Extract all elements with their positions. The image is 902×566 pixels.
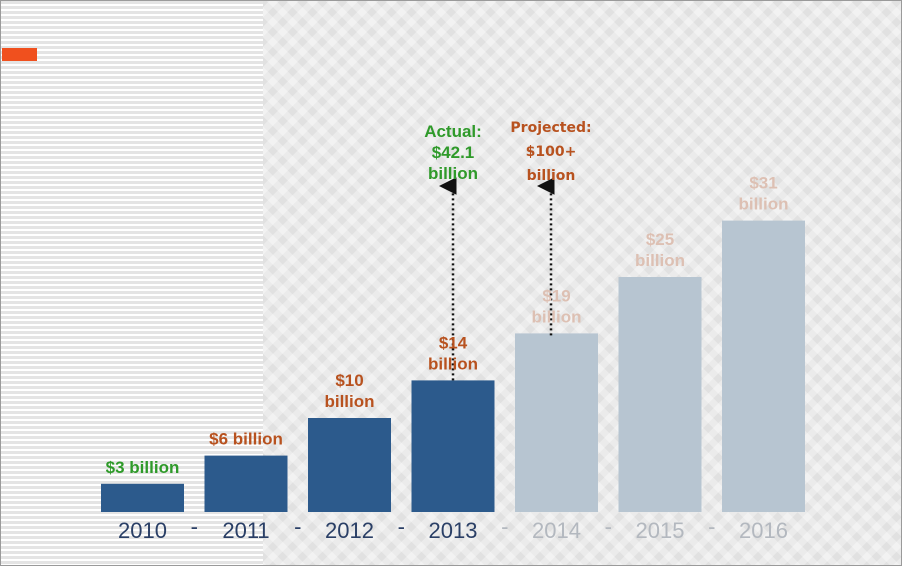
x-tick-2014: 2014 bbox=[532, 518, 581, 543]
bar-2010 bbox=[101, 483, 184, 512]
annotation-2014-line-3: billion bbox=[527, 168, 576, 184]
data-label-2016-line-1: $31 bbox=[749, 174, 777, 193]
x-separator-5: - bbox=[605, 514, 612, 539]
x-tick-2012: 2012 bbox=[325, 518, 374, 543]
annotation-2014-line-2: $100+ bbox=[526, 144, 577, 160]
data-label-2012-line-1: $10 bbox=[335, 371, 363, 390]
annotation-2013-line-1: Actual: bbox=[424, 122, 482, 141]
x-separator-1: - bbox=[191, 514, 198, 539]
data-label-2014-line-2: billion bbox=[531, 307, 581, 326]
data-label-2010-line-1: $3 billion bbox=[106, 458, 180, 477]
bar-2013 bbox=[411, 380, 495, 512]
annotation-2013-line-2: $42.1 bbox=[432, 143, 475, 162]
data-label-2016-line-2: billion bbox=[738, 195, 788, 214]
data-label-2012-line-2: billion bbox=[324, 392, 374, 411]
x-tick-2013: 2013 bbox=[429, 518, 478, 543]
x-separator-2: - bbox=[294, 514, 301, 539]
bar-2014 bbox=[515, 333, 598, 512]
data-label-2015-line-2: billion bbox=[635, 251, 685, 270]
data-label-2014-line-1: $19 bbox=[542, 286, 570, 305]
x-tick-2010: 2010 bbox=[118, 518, 167, 543]
x-separator-3: - bbox=[398, 514, 405, 539]
bar-2015 bbox=[618, 277, 702, 512]
bar-2012 bbox=[308, 418, 391, 512]
x-tick-2016: 2016 bbox=[739, 518, 788, 543]
left-striped-panel bbox=[0, 0, 263, 566]
bar-2011 bbox=[204, 455, 288, 512]
data-label-2011-line-1: $6 billion bbox=[209, 430, 283, 449]
x-separator-4: - bbox=[501, 514, 508, 539]
x-tick-2015: 2015 bbox=[636, 518, 685, 543]
bar-2016 bbox=[722, 220, 805, 512]
x-separator-6: - bbox=[708, 514, 715, 539]
data-label-2013-line-2: billion bbox=[428, 354, 478, 373]
annotation-2013-line-3: billion bbox=[428, 164, 478, 183]
orange-accent-tag bbox=[2, 48, 37, 61]
data-label-2013-line-1: $14 bbox=[439, 333, 468, 352]
x-tick-2011: 2011 bbox=[222, 518, 269, 543]
annotation-2014-line-1: Projected: bbox=[510, 120, 591, 136]
data-label-2015-line-1: $25 bbox=[646, 230, 674, 249]
